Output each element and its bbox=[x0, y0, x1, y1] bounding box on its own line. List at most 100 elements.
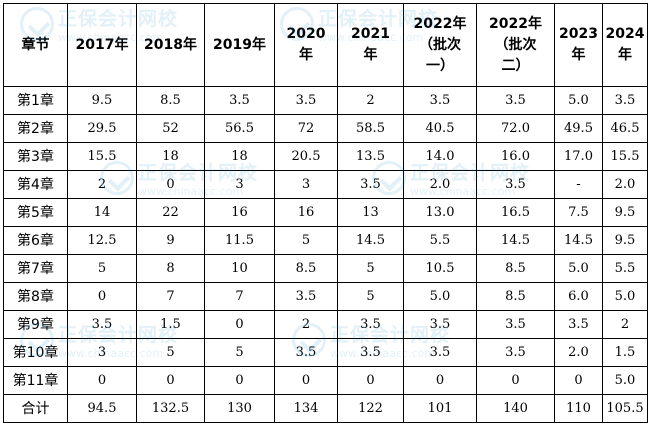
score-cell: 7.5 bbox=[554, 198, 603, 227]
score-cell: 15.5 bbox=[602, 142, 648, 171]
score-cell: 16.0 bbox=[476, 142, 555, 171]
score-cell: 140 bbox=[476, 394, 555, 423]
score-cell: 2.0 bbox=[403, 170, 477, 199]
score-cell: 5.0 bbox=[602, 366, 648, 395]
score-cell: 2.0 bbox=[554, 338, 603, 367]
score-cell: 3.5 bbox=[476, 86, 555, 115]
score-cell: - bbox=[554, 170, 603, 199]
table-row: 第8章 0 7 7 3.5 5 5.0 8.5 6.0 5.0 bbox=[3, 282, 648, 311]
score-cell: 3 bbox=[67, 338, 137, 367]
row-chapter-label: 第5章 bbox=[3, 198, 68, 227]
score-cell: 2 bbox=[337, 86, 404, 115]
score-cell: 8.5 bbox=[274, 254, 338, 283]
score-cell: 9 bbox=[136, 226, 205, 255]
score-cell: 5.5 bbox=[403, 226, 477, 255]
score-cell: 3.5 bbox=[476, 170, 555, 199]
header-2018: 2018年 bbox=[136, 3, 205, 87]
table-body: 第1章 9.5 8.5 3.5 3.5 2 3.5 3.5 5.0 3.5 第2章 29.5 52 56.… bbox=[3, 86, 648, 423]
table-row: 第3章 15.5 18 18 20.5 13.5 14.0 16.0 17.0 15.5 bbox=[3, 142, 648, 171]
score-cell: 13 bbox=[337, 198, 404, 227]
score-cell: 72 bbox=[274, 114, 338, 143]
score-cell: 0 bbox=[67, 366, 137, 395]
score-cell: 5 bbox=[337, 282, 404, 311]
score-cell: 0 bbox=[476, 366, 555, 395]
header-2022-batch-1: 2022年 （批次 一） bbox=[403, 3, 477, 87]
table-row: 第7章 5 8 10 8.5 5 10.5 8.5 5.0 5.5 bbox=[3, 254, 648, 283]
score-cell: 5 bbox=[67, 254, 137, 283]
score-cell: 10.5 bbox=[403, 254, 477, 283]
row-chapter-label: 第4章 bbox=[3, 170, 68, 199]
score-cell: 9.5 bbox=[67, 86, 137, 115]
score-cell: 101 bbox=[403, 394, 477, 423]
score-cell: 0 bbox=[67, 282, 137, 311]
score-cell: 14.5 bbox=[337, 226, 404, 255]
table-row: 第2章 29.5 52 56.5 72 58.5 40.5 72.0 49.5 46.5 bbox=[3, 114, 648, 143]
table-row: 第5章 14 22 16 16 13 13.0 16.5 7.5 9.5 bbox=[3, 198, 648, 227]
score-cell: 0 bbox=[554, 366, 603, 395]
score-cell: 16 bbox=[204, 198, 275, 227]
score-cell: 0 bbox=[337, 366, 404, 395]
score-cell: 105.5 bbox=[602, 394, 648, 423]
score-cell: 13.5 bbox=[337, 142, 404, 171]
score-cell: 3.5 bbox=[403, 338, 477, 367]
score-cell: 0 bbox=[274, 366, 338, 395]
score-cell: 3.5 bbox=[403, 310, 477, 339]
score-cell: 9.5 bbox=[602, 226, 648, 255]
score-cell: 3.5 bbox=[554, 310, 603, 339]
score-cell: 49.5 bbox=[554, 114, 603, 143]
score-cell: 40.5 bbox=[403, 114, 477, 143]
score-cell: 18 bbox=[204, 142, 275, 171]
score-cell: 5 bbox=[136, 338, 205, 367]
table-row: 第11章 0 0 0 0 0 0 0 0 5.0 bbox=[3, 366, 648, 395]
score-cell: 3.5 bbox=[274, 86, 338, 115]
score-cell: 3.5 bbox=[274, 338, 338, 367]
row-chapter-label: 第8章 bbox=[3, 282, 68, 311]
score-cell: 18 bbox=[136, 142, 205, 171]
score-cell: 2 bbox=[602, 310, 648, 339]
score-cell: 3 bbox=[204, 170, 275, 199]
score-cell: 10 bbox=[204, 254, 275, 283]
score-cell: 16 bbox=[274, 198, 338, 227]
table-row: 合计 94.5 132.5 130 134 122 101 140 110 105.5 bbox=[3, 394, 648, 423]
score-cell: 3.5 bbox=[403, 86, 477, 115]
table-row: 第1章 9.5 8.5 3.5 3.5 2 3.5 3.5 5.0 3.5 bbox=[3, 86, 648, 115]
score-cell: 8.5 bbox=[136, 86, 205, 115]
row-chapter-label: 第2章 bbox=[3, 114, 68, 143]
table-row: 第6章 12.5 9 11.5 5 14.5 5.5 14.5 14.5 9.5 bbox=[3, 226, 648, 255]
score-cell: 20.5 bbox=[274, 142, 338, 171]
score-cell: 22 bbox=[136, 198, 205, 227]
score-cell: 7 bbox=[204, 282, 275, 311]
score-cell: 130 bbox=[204, 394, 275, 423]
score-cell: 3.5 bbox=[602, 86, 648, 115]
score-cell: 72.0 bbox=[476, 114, 555, 143]
score-cell: 56.5 bbox=[204, 114, 275, 143]
score-cell: 5 bbox=[337, 254, 404, 283]
score-cell: 17.0 bbox=[554, 142, 603, 171]
score-cell: 3 bbox=[274, 170, 338, 199]
score-cell: 9.5 bbox=[602, 198, 648, 227]
score-cell: 3.5 bbox=[337, 338, 404, 367]
header-2023: 2023 年 bbox=[554, 3, 603, 87]
score-cell: 2.0 bbox=[602, 170, 648, 199]
header-2019: 2019年 bbox=[204, 3, 275, 87]
score-cell: 3.5 bbox=[337, 310, 404, 339]
score-cell: 16.5 bbox=[476, 198, 555, 227]
score-cell: 5.5 bbox=[602, 254, 648, 283]
table-row: 第10章 3 5 5 3.5 3.5 3.5 3.5 2.0 1.5 bbox=[3, 338, 648, 367]
score-cell: 12.5 bbox=[67, 226, 137, 255]
score-cell: 5 bbox=[274, 226, 338, 255]
score-cell: 0 bbox=[403, 366, 477, 395]
score-cell: 2 bbox=[274, 310, 338, 339]
score-cell: 3.5 bbox=[67, 310, 137, 339]
header-2022-batch-2: 2022年 （批次 二） bbox=[476, 3, 555, 87]
score-cell: 11.5 bbox=[204, 226, 275, 255]
score-cell: 8.5 bbox=[476, 254, 555, 283]
score-cell: 134 bbox=[274, 394, 338, 423]
row-chapter-label: 第11章 bbox=[3, 366, 68, 395]
row-chapter-label: 第3章 bbox=[3, 142, 68, 171]
score-cell: 58.5 bbox=[337, 114, 404, 143]
score-cell: 14.0 bbox=[403, 142, 477, 171]
score-cell: 7 bbox=[136, 282, 205, 311]
row-chapter-label: 第1章 bbox=[3, 86, 68, 115]
score-cell: 132.5 bbox=[136, 394, 205, 423]
